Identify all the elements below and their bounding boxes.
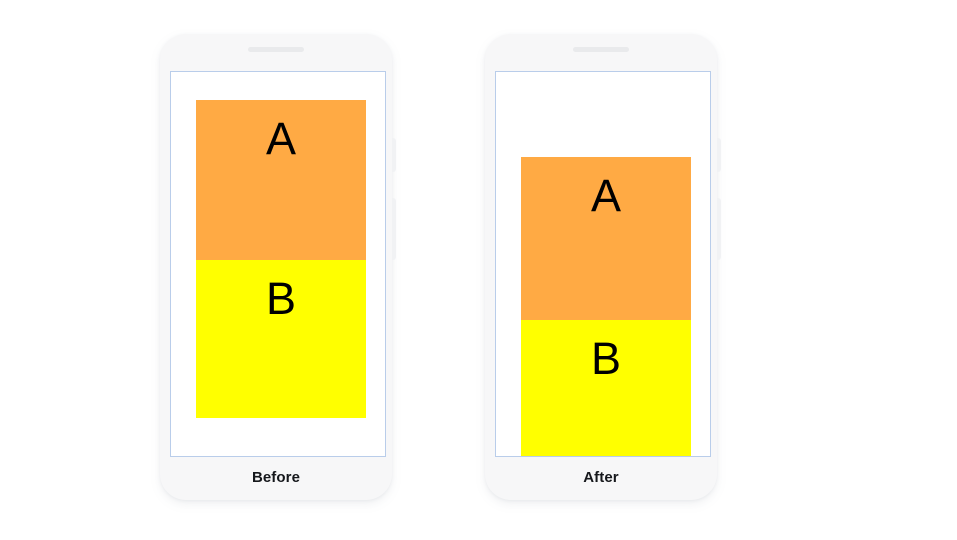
content-block-b-label: B [590, 333, 621, 384]
content-block-b-after: B [521, 320, 691, 456]
content-block-b-label: B [265, 273, 296, 324]
screen-content-before: A B [171, 72, 385, 456]
phone-side-button-volume[interactable] [717, 138, 721, 172]
phone-mockup-before: A B Before [160, 34, 396, 500]
phone-screen-after: A B [495, 71, 711, 457]
phone-speaker-icon [248, 47, 304, 52]
phone-speaker-icon [573, 47, 629, 52]
panel-caption-before: Before [251, 469, 301, 486]
screen-content-after: A B [496, 72, 710, 456]
content-block-a-label: A [590, 170, 621, 221]
panel-caption-after: After [583, 469, 619, 486]
phone-side-button-power[interactable] [392, 198, 396, 260]
phone-side-button-volume[interactable] [392, 138, 396, 172]
content-block-a-after: A [521, 157, 691, 320]
phone-screen-before: A B [170, 71, 386, 457]
content-block-a-before: A [196, 100, 366, 260]
content-block-b-before: B [196, 260, 366, 418]
phone-mockup-after: A B After [485, 34, 721, 500]
content-block-a-label: A [265, 113, 296, 164]
phone-side-button-power[interactable] [717, 198, 721, 260]
